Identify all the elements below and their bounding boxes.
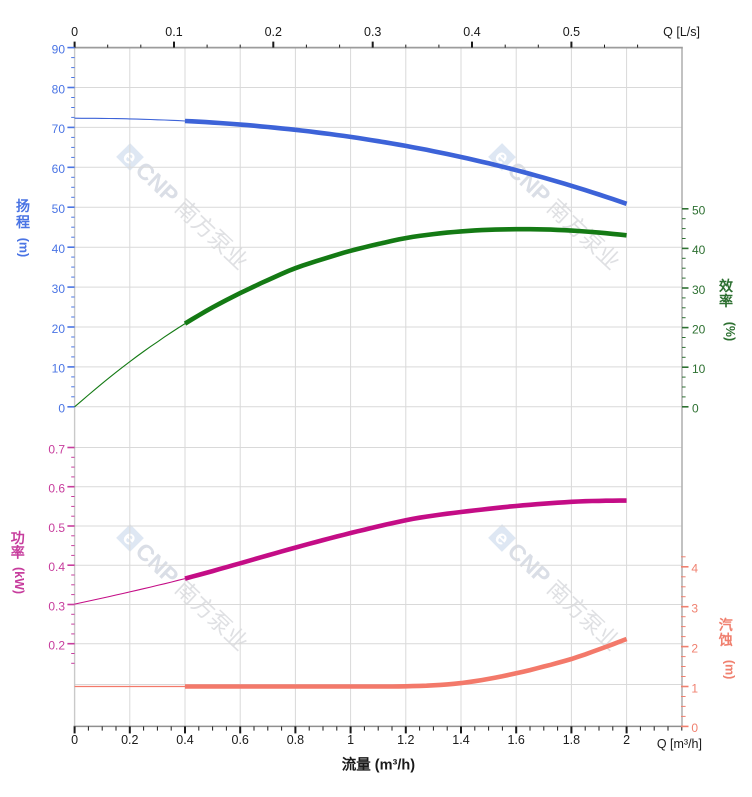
svg-text:10: 10 bbox=[52, 362, 66, 376]
svg-text:0.4: 0.4 bbox=[176, 733, 193, 747]
svg-text:(m): (m) bbox=[16, 238, 30, 257]
svg-text:0.1: 0.1 bbox=[165, 25, 182, 39]
svg-text:10: 10 bbox=[692, 362, 706, 376]
svg-text:(%): (%) bbox=[723, 322, 737, 341]
svg-text:0.6: 0.6 bbox=[48, 482, 65, 496]
svg-text:50: 50 bbox=[692, 204, 706, 218]
svg-text:0: 0 bbox=[692, 402, 699, 416]
svg-text:0: 0 bbox=[71, 25, 78, 39]
svg-text:1: 1 bbox=[691, 681, 698, 695]
svg-text:1.4: 1.4 bbox=[452, 733, 469, 747]
svg-text:效: 效 bbox=[719, 278, 734, 294]
svg-text:蚀: 蚀 bbox=[718, 632, 733, 648]
svg-text:0.5: 0.5 bbox=[563, 25, 580, 39]
svg-text:30: 30 bbox=[52, 282, 66, 296]
svg-text:0.5: 0.5 bbox=[48, 521, 65, 535]
svg-text:Q [m³/h]: Q [m³/h] bbox=[657, 737, 702, 751]
svg-text:Q [L/s]: Q [L/s] bbox=[663, 25, 700, 39]
svg-text:0: 0 bbox=[71, 733, 78, 747]
svg-text:1.6: 1.6 bbox=[508, 733, 525, 747]
svg-text:扬: 扬 bbox=[16, 198, 30, 214]
svg-text:60: 60 bbox=[52, 162, 66, 176]
svg-text:2: 2 bbox=[623, 733, 630, 747]
svg-text:1: 1 bbox=[347, 733, 354, 747]
svg-text:1.8: 1.8 bbox=[563, 733, 580, 747]
svg-text:(kW): (kW) bbox=[12, 567, 26, 594]
svg-text:0.7: 0.7 bbox=[48, 442, 65, 456]
svg-text:0.4: 0.4 bbox=[463, 25, 480, 39]
svg-text:90: 90 bbox=[52, 42, 66, 56]
svg-text:0.2: 0.2 bbox=[265, 25, 282, 39]
svg-text:3: 3 bbox=[691, 602, 698, 616]
svg-text:功: 功 bbox=[11, 530, 25, 546]
svg-text:0.6: 0.6 bbox=[232, 733, 249, 747]
svg-text:80: 80 bbox=[52, 82, 66, 96]
svg-text:40: 40 bbox=[692, 243, 706, 257]
svg-text:20: 20 bbox=[52, 322, 66, 336]
svg-text:汽: 汽 bbox=[719, 617, 733, 633]
svg-text:(m): (m) bbox=[722, 660, 736, 679]
svg-text:率: 率 bbox=[11, 545, 25, 561]
svg-text:20: 20 bbox=[692, 322, 706, 336]
svg-text:0.2: 0.2 bbox=[48, 639, 65, 653]
svg-text:程: 程 bbox=[16, 214, 30, 230]
svg-text:率: 率 bbox=[719, 293, 733, 309]
svg-text:0: 0 bbox=[58, 402, 65, 416]
svg-text:0.3: 0.3 bbox=[364, 25, 381, 39]
svg-text:30: 30 bbox=[692, 283, 706, 297]
svg-text:50: 50 bbox=[52, 202, 66, 216]
svg-text:4: 4 bbox=[691, 562, 698, 576]
svg-text:0.4: 0.4 bbox=[48, 560, 65, 574]
svg-text:2: 2 bbox=[691, 641, 698, 655]
svg-text:40: 40 bbox=[52, 242, 66, 256]
svg-text:流量 (m³/h): 流量 (m³/h) bbox=[342, 756, 415, 774]
svg-text:0.8: 0.8 bbox=[287, 733, 304, 747]
svg-text:70: 70 bbox=[52, 122, 66, 136]
svg-text:0.3: 0.3 bbox=[48, 599, 65, 613]
svg-text:0: 0 bbox=[691, 721, 698, 735]
svg-text:0.2: 0.2 bbox=[121, 733, 138, 747]
svg-text:1.2: 1.2 bbox=[397, 733, 414, 747]
